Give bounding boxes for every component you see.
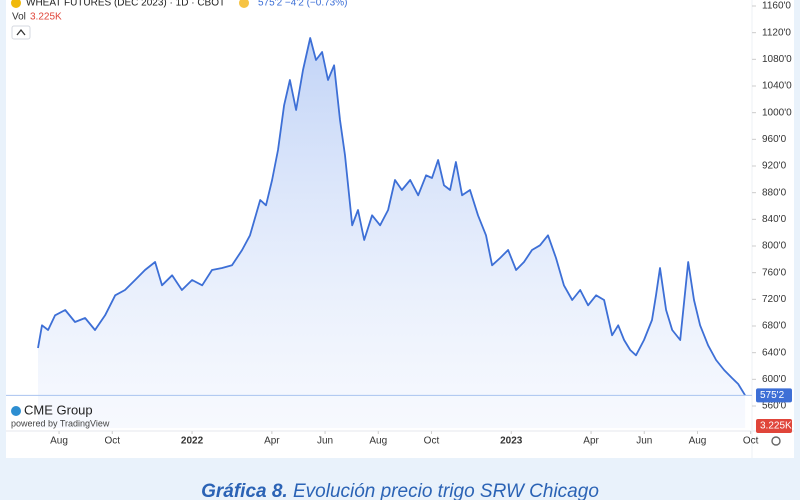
area-fill <box>38 38 746 428</box>
y-tick-label: 760'0 <box>762 267 787 278</box>
last-volume-label: 3.225K <box>760 421 792 432</box>
y-tick-label: 680'0 <box>762 321 787 332</box>
collapse-icon <box>16 28 26 36</box>
chart-title: WHEAT FUTURES (DEC 2023) · 1D · CBOT <box>26 0 225 9</box>
y-tick-label: 920'0 <box>762 161 787 172</box>
y-tick-label: 600'0 <box>762 374 787 385</box>
powered-by: powered by TradingView <box>11 418 110 428</box>
brand-logo <box>11 406 21 416</box>
y-tick-label: 800'0 <box>762 241 787 252</box>
y-tick-label: 880'0 <box>762 187 787 198</box>
collapse-button[interactable] <box>11 25 31 40</box>
x-tick-label: Aug <box>50 436 68 447</box>
last-price-box <box>756 388 792 403</box>
x-tick-label: Oct <box>424 436 440 447</box>
x-tick-label: Apr <box>264 436 280 447</box>
volume-label: Vol <box>12 12 26 23</box>
x-tick-label: 2022 <box>181 436 204 447</box>
y-tick-label: 1080'0 <box>762 54 792 65</box>
x-tick-label: Jun <box>317 436 333 447</box>
x-tick-label: Oct <box>104 436 120 447</box>
caption: Gráfica 8. Evolución precio trigo SRW Ch… <box>201 481 599 500</box>
caption-text: Evolución precio trigo SRW Chicago <box>288 481 599 500</box>
y-tick-label: 1040'0 <box>762 81 792 92</box>
brand-name: CME Group <box>24 402 93 417</box>
volume-value: 3.225K <box>30 12 62 23</box>
y-tick-label: 1000'0 <box>762 107 792 118</box>
x-tick-label: Aug <box>369 436 387 447</box>
y-tick-label: 1160'0 <box>762 1 791 12</box>
y-tick-label: 560'0 <box>762 401 787 412</box>
y-tick-label: 720'0 <box>762 294 787 305</box>
y-tick-label: 1120'0 <box>762 27 791 38</box>
x-tick-label: Jun <box>636 436 652 447</box>
x-tick-label: Oct <box>743 436 759 447</box>
price-info: 575'2 −4'2 (−0.73%) <box>258 0 347 9</box>
x-tick-label: 2023 <box>500 436 523 447</box>
symbol-icon <box>11 0 21 8</box>
x-tick-label: Aug <box>689 436 707 447</box>
y-tick-label: 640'0 <box>762 347 787 358</box>
last-price-label: 575'2 <box>760 390 785 401</box>
y-tick-label: 960'0 <box>762 134 787 145</box>
status-icon <box>239 0 249 8</box>
left-border <box>0 0 6 458</box>
x-tick-label: Apr <box>583 436 599 447</box>
price-line <box>37 37 746 396</box>
y-tick-label: 840'0 <box>762 214 787 225</box>
right-border <box>794 0 800 458</box>
plot-area: 560'0 600'0 640'0 680'0 720'0 760'0 800'0 840'0… <box>6 1 792 447</box>
caption-bold: Gráfica 8. <box>201 481 288 500</box>
last-volume-box <box>756 419 792 433</box>
settings-icon[interactable] <box>771 436 781 446</box>
